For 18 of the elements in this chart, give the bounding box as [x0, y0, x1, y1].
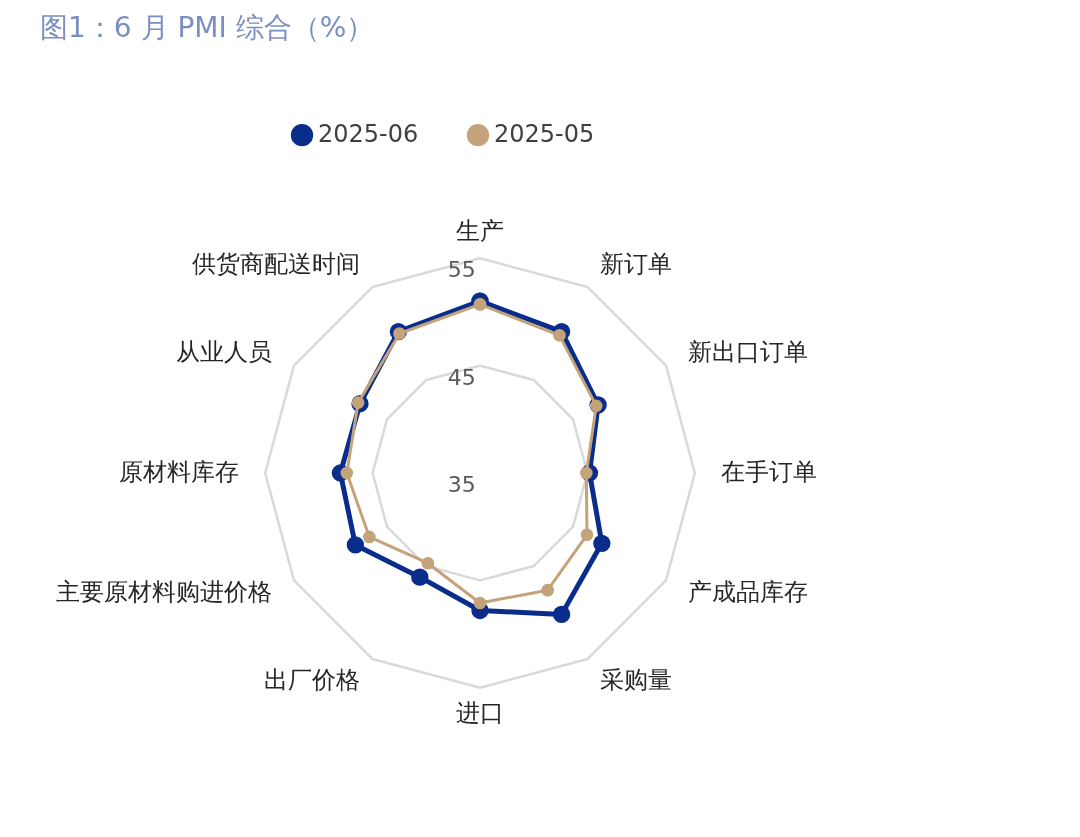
spoke-label: 新订单 [600, 249, 673, 278]
spoke-label: 采购量 [600, 666, 673, 695]
spoke-label: 从业人员 [175, 337, 272, 366]
spoke-label: 在手订单 [720, 458, 817, 486]
legend-label: 2025-05 [494, 120, 595, 149]
spoke-label: 生产 [456, 217, 504, 246]
spoke-label: 出厂价格 [263, 666, 360, 695]
y-tick-label: 55 [447, 257, 476, 283]
y-tick-label: 35 [447, 472, 476, 498]
spoke-label: 进口 [456, 698, 504, 727]
legend-label: 2025-06 [318, 120, 419, 149]
spoke-label: 新出口订单 [688, 337, 809, 366]
spoke-label: 供货商配送时间 [191, 249, 360, 278]
spoke-label: 主要原材料购进价格 [55, 578, 272, 607]
y-tick-label: 45 [447, 364, 476, 390]
spoke-label: 产成品库存 [688, 578, 809, 607]
chart-title: 图1：6 月 PMI 综合（%） [40, 11, 375, 44]
spoke-label: 原材料库存 [119, 458, 240, 486]
